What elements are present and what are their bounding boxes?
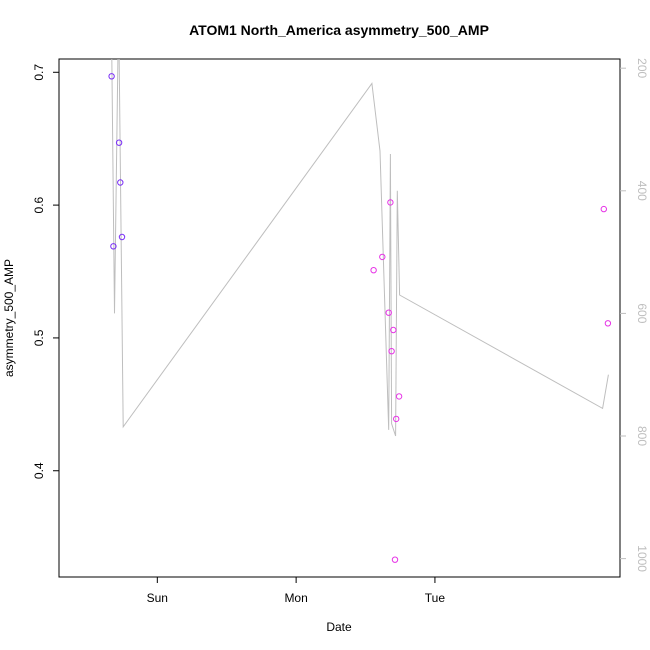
y-left-tick-label: 0.5 [32, 329, 46, 346]
plot-frame [58, 58, 621, 578]
y-right-tick-label: 200 [635, 58, 649, 78]
y-left-tick-label: 0.4 [32, 462, 46, 479]
data-point [393, 415, 400, 423]
data-point [385, 309, 392, 316]
data-point [387, 199, 394, 206]
y-left-tick-label: 0.6 [32, 196, 46, 213]
data-point [115, 139, 123, 146]
x-axis-label: Date [326, 620, 352, 634]
y-axis-label: asymmetry_500_AMP [2, 259, 16, 377]
y-axis-right: 200 400 600 800 1000 [620, 58, 649, 572]
x-tick-label: Mon [284, 591, 307, 605]
data-point [370, 267, 377, 274]
plot-area [108, 59, 612, 563]
chart-title: ATOM1 North_America asymmetry_500_AMP [189, 22, 489, 38]
data-point [395, 393, 403, 400]
data-point [600, 205, 607, 213]
series-line [111, 59, 609, 437]
y-axis-left: 0.4 0.5 0.6 0.7 [32, 64, 59, 479]
data-point [379, 253, 386, 261]
y-right-tick-label: 400 [635, 181, 649, 201]
x-tick-label: Tue [425, 591, 446, 605]
y-right-tick-label: 600 [635, 303, 649, 323]
data-point [108, 73, 115, 80]
x-tick-label: Sun [147, 591, 168, 605]
data-point [388, 348, 395, 355]
y-right-tick-label: 1000 [635, 545, 649, 572]
y-left-tick-label: 0.7 [32, 64, 46, 81]
x-axis: Sun Mon Tue [147, 577, 446, 605]
data-point [391, 556, 399, 563]
data-point [118, 233, 126, 241]
data-point [110, 243, 117, 250]
data-point [390, 326, 397, 334]
y-right-tick-label: 800 [635, 426, 649, 446]
data-point [604, 320, 612, 327]
data-point [117, 179, 124, 186]
